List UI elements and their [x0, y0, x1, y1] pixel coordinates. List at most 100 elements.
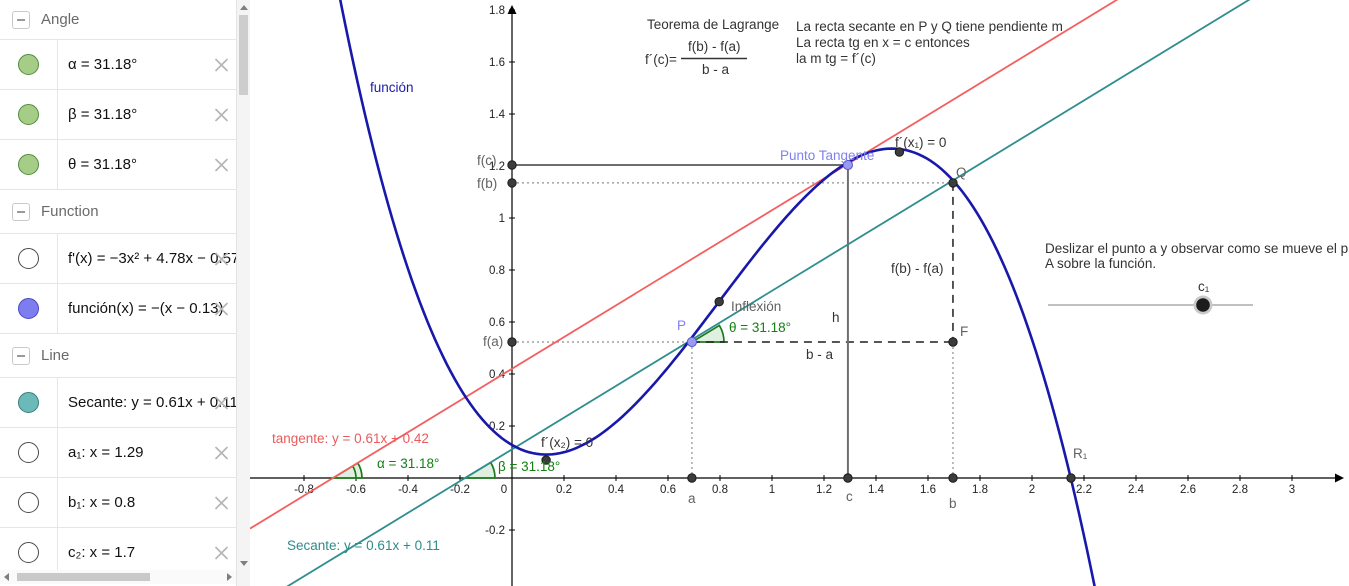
delete-button[interactable]: [213, 56, 230, 73]
x-tick-label: 1.6: [920, 484, 936, 496]
y-tick-label: 0.2: [489, 421, 505, 433]
point-a[interactable]: [687, 473, 697, 483]
close-icon: [214, 157, 229, 172]
collapse-angle-button[interactable]: [12, 10, 30, 29]
x-tick-label: 0.2: [556, 484, 572, 496]
object-label: α = 31.18°: [68, 56, 138, 73]
close-icon: [214, 495, 229, 510]
secant-line[interactable]: [250, 0, 1349, 586]
algebra-item-alpha[interactable]: α = 31.18°: [0, 40, 236, 90]
algebra-item-theta[interactable]: θ = 31.18°: [0, 140, 236, 190]
delete-button[interactable]: [213, 494, 230, 511]
delete-button[interactable]: [213, 250, 230, 267]
point-f(a)[interactable]: [507, 337, 517, 347]
tangent-line[interactable]: [250, 0, 1349, 530]
graph-label: Inflexión: [731, 299, 781, 314]
point-F[interactable]: [948, 337, 958, 347]
y-tick-label: -0.2: [485, 525, 505, 537]
minus-icon: [17, 18, 25, 21]
algebra-item-c2[interactable]: c₂: x = 1.7: [0, 528, 236, 570]
graph-label: Punto Tangente: [780, 148, 874, 163]
marker-cell: [0, 478, 58, 527]
point-f-prime-x1-zero[interactable]: [894, 147, 905, 157]
object-label: función(x) = −(x − 0.13): [68, 300, 224, 317]
scroll-down-icon[interactable]: [239, 561, 248, 566]
collapse-line-button[interactable]: [12, 346, 30, 365]
point-Q[interactable]: [948, 178, 958, 188]
algebra-item-a1[interactable]: a₁: x = 1.29: [0, 428, 236, 478]
object-label: θ = 31.18°: [68, 156, 137, 173]
graph-label: Teorema de Lagrange: [647, 17, 779, 32]
point-b[interactable]: [948, 473, 958, 483]
x-tick-label: -0.4: [398, 484, 418, 496]
graph-label: f(b) - f(a): [688, 39, 741, 54]
graphics-view[interactable]: -0.8 -0.6 -0.4 -0.2 0 0.2 0.4 0.6 0.8 1 1.2 1.4 1.6 1…: [250, 0, 1349, 586]
visibility-toggle[interactable]: [18, 298, 39, 319]
x-tick-label: 3: [1289, 484, 1295, 496]
graphics-canvas[interactable]: -0.8 -0.6 -0.4 -0.2 0 0.2 0.4 0.6 0.8 1 1.2 1.4 1.6 1…: [250, 0, 1349, 586]
point-R1[interactable]: [1066, 473, 1076, 483]
delete-button[interactable]: [213, 106, 230, 123]
point-f(b)[interactable]: [507, 178, 517, 188]
x-tick-label: 1.2: [816, 484, 832, 496]
delete-button[interactable]: [213, 444, 230, 461]
visibility-toggle[interactable]: [18, 442, 39, 463]
algebra-item-f-prime[interactable]: f'(x) = −3x² + 4.78x − 0.57: [0, 234, 236, 284]
visibility-toggle[interactable]: [18, 492, 39, 513]
angle-theta-arc: [688, 324, 725, 343]
graph-label: la m tg = f´(c): [796, 51, 876, 66]
visibility-toggle[interactable]: [18, 54, 39, 75]
y-tick-label: 0.6: [489, 317, 505, 329]
point-punto-tangente[interactable]: [842, 159, 854, 171]
point-f-prime-x2-zero[interactable]: [541, 455, 551, 465]
visibility-toggle[interactable]: [18, 542, 39, 563]
delete-button[interactable]: [213, 394, 230, 411]
visibility-toggle[interactable]: [18, 392, 39, 413]
graph-label: b: [949, 496, 957, 511]
visibility-toggle[interactable]: [18, 248, 39, 269]
visibility-toggle[interactable]: [18, 154, 39, 175]
horizontal-scroll-thumb[interactable]: [17, 573, 150, 581]
close-icon: [214, 395, 229, 410]
point-f(c)[interactable]: [507, 160, 517, 170]
x-tick-label: 1: [769, 484, 775, 496]
algebra-panel: Angle α = 31.18° β = 31.18° θ = 31.18° F…: [0, 0, 250, 586]
point-P[interactable]: [686, 336, 697, 348]
marker-cell: [0, 40, 58, 89]
graph-label: f(a): [483, 334, 503, 349]
delete-button[interactable]: [213, 156, 230, 173]
visibility-toggle[interactable]: [18, 104, 39, 125]
x-tick-label: 0.4: [608, 484, 625, 496]
algebra-item-funcion[interactable]: función(x) = −(x − 0.13): [0, 284, 236, 334]
section-header-angle: Angle: [0, 0, 236, 40]
object-label: f'(x) = −3x² + 4.78x − 0.57: [68, 250, 236, 267]
y-tick-label: 1.2: [489, 161, 505, 173]
algebra-item-b1[interactable]: b₁: x = 0.8: [0, 478, 236, 528]
x-tick-label: 2.8: [1232, 484, 1248, 496]
algebra-item-beta[interactable]: β = 31.18°: [0, 90, 236, 140]
collapse-function-button[interactable]: [12, 202, 30, 221]
scroll-up-icon[interactable]: [239, 5, 248, 10]
close-icon: [214, 251, 229, 266]
graph-label: Deslizar el punto a y observar como se m…: [1045, 241, 1349, 256]
slider-knob[interactable]: [1196, 298, 1210, 312]
function-curve[interactable]: [330, 0, 1102, 586]
delete-button[interactable]: [213, 544, 230, 561]
close-icon: [214, 545, 229, 560]
algebra-item-secante[interactable]: Secante: y = 0.61x + 0.11: [0, 378, 236, 428]
section-header-line: Line: [0, 334, 236, 378]
scroll-left-icon[interactable]: [4, 573, 9, 581]
point-c[interactable]: [843, 473, 853, 483]
graph-label: f´(c)=: [645, 52, 677, 67]
object-label: Secante: y = 0.61x + 0.11: [68, 394, 236, 411]
vertical-scrollbar[interactable]: [236, 0, 250, 586]
y-tick-label: 1.6: [489, 57, 505, 69]
section-title: Angle: [41, 11, 80, 28]
vertical-scroll-thumb[interactable]: [239, 15, 248, 95]
point-inflexion[interactable]: [714, 297, 724, 307]
graph-label: c₁: [1198, 279, 1210, 294]
scroll-right-icon[interactable]: [227, 573, 232, 581]
delete-button[interactable]: [213, 300, 230, 317]
y-tick-label: 1.4: [489, 109, 506, 121]
horizontal-scrollbar[interactable]: [0, 570, 236, 584]
